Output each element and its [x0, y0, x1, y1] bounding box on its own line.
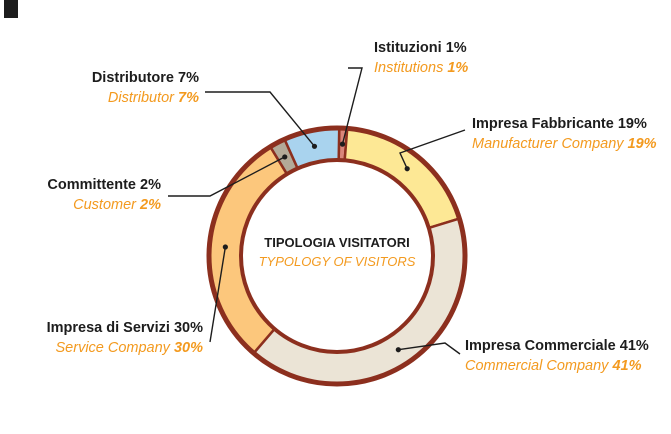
slice-percent-it: 19%: [618, 116, 647, 132]
slice-percent-en: 30%: [174, 340, 203, 356]
slice-percent-en: 41%: [611, 358, 641, 374]
slice-percent-it: 2%: [140, 177, 161, 193]
leader-dot: [311, 143, 318, 149]
slice-label-en: Service Company: [56, 340, 171, 356]
svg-text:Impresa Fabbricante 19%: Impresa Fabbricante 19%: [472, 116, 647, 132]
slice-label-en: Commercial Company: [465, 358, 609, 374]
chart-title: TIPOLOGIA VISITATORI: [264, 235, 409, 250]
slice-percent-it: 7%: [178, 70, 199, 86]
label-committente: Committente 2% Customer 2%: [47, 177, 161, 213]
slice-label-it: Impresa Fabbricante: [472, 116, 614, 132]
slice-percent-en: 2%: [139, 197, 161, 213]
leader-dot: [395, 347, 401, 353]
label-impresa-fabbricante: Impresa Fabbricante 19% Manufacturer Com…: [472, 116, 657, 152]
svg-text:Istituzioni 1%: Istituzioni 1%: [374, 40, 467, 56]
svg-text:Distributore 7%: Distributore 7%: [92, 70, 199, 86]
svg-text:Customer 2%: Customer 2%: [73, 197, 161, 213]
svg-text:Service Company 30%: Service Company 30%: [56, 340, 204, 356]
slice-label-it: Impresa Commerciale: [465, 338, 616, 354]
svg-text:Commercial Company 41%: Commercial Company 41%: [465, 358, 642, 374]
slice-percent-en: 7%: [178, 90, 199, 106]
slice-label-it: Committente: [47, 177, 136, 193]
leader-line-distributor: [205, 91, 316, 147]
slice-label-en: Customer: [73, 197, 137, 213]
donut-ring: [206, 125, 468, 387]
slice-label-en: Manufacturer Company: [472, 136, 624, 152]
slice-label-it: Istituzioni: [374, 40, 442, 56]
slice-label-it: Impresa di Servizi: [47, 320, 170, 336]
leader-dot: [282, 154, 288, 160]
chart-subtitle: TYPOLOGY OF VISITORS: [259, 254, 416, 269]
slice-percent-it: 30%: [174, 320, 203, 336]
donut-outer-rim: [206, 125, 468, 387]
corner-mark: [4, 0, 18, 18]
label-istituzioni: Istituzioni 1% Institutions 1%: [374, 40, 468, 76]
svg-text:Manufacturer Company 19%: Manufacturer Company 19%: [472, 136, 657, 152]
slice-percent-en: 1%: [447, 60, 468, 76]
leader-dot: [404, 166, 410, 172]
slice-percent-it: 1%: [446, 40, 467, 56]
slice-percent-it: 41%: [620, 338, 649, 354]
leader-line-institutions: [341, 67, 363, 145]
label-impresa-commerciale: Impresa Commerciale 41% Commercial Compa…: [465, 338, 649, 374]
svg-text:Committente 2%: Committente 2%: [47, 177, 161, 193]
svg-text:Impresa di Servizi 30%: Impresa di Servizi 30%: [47, 320, 203, 336]
slice-label-it: Distributore: [92, 70, 174, 86]
leader-dot: [222, 244, 228, 250]
donut-inner-rim: [239, 158, 435, 354]
leader-dot: [339, 141, 346, 147]
slice-label-en: Distributor: [108, 90, 175, 106]
slice-label-en: Institutions: [374, 60, 443, 76]
leader-line-manufacturer-company: [399, 129, 466, 170]
svg-text:Impresa Commerciale 41%: Impresa Commerciale 41%: [465, 338, 649, 354]
label-distributore: Distributore 7% Distributor 7%: [92, 70, 199, 106]
leader-line-customer: [168, 156, 286, 197]
leader-lines: [168, 67, 466, 355]
leader-line-service-company: [209, 246, 227, 343]
leader-line-commercial-company: [398, 342, 461, 355]
svg-text:Distributor 7%: Distributor 7%: [108, 90, 199, 106]
svg-text:Institutions 1%: Institutions 1%: [374, 60, 468, 76]
slice-percent-en: 19%: [628, 136, 657, 152]
label-impresa-di-servizi: Impresa di Servizi 30% Service Company 3…: [47, 320, 203, 356]
